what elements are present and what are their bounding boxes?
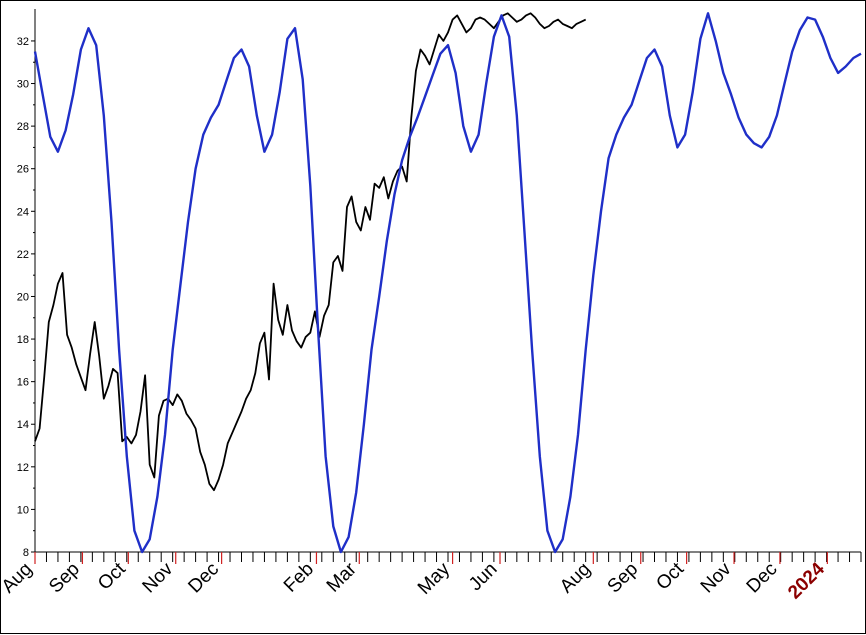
x-tick-label: Nov: [139, 558, 178, 597]
y-tick-label: 20: [17, 291, 29, 303]
x-tick-label: Aug: [1, 559, 37, 598]
y-tick-label: 14: [17, 419, 29, 431]
price-line: [34, 12, 587, 492]
x-tick-label: Oct: [94, 558, 130, 594]
x-tick-label: Sep: [604, 559, 643, 598]
y-tick-label: 24: [17, 206, 29, 218]
y-tick-label: 22: [17, 249, 29, 261]
x-tick-label: Oct: [652, 558, 688, 594]
y-tick-label: 18: [17, 334, 29, 346]
y-tick-label: 28: [17, 121, 29, 133]
x-axis: Aug Sep Oct Nov Dec Feb Mar May Jun Aug Sep Oct Nov D…: [1, 551, 862, 603]
series-layer: [33, 12, 862, 554]
x-tick-label: Jun: [465, 559, 502, 596]
y-tick-label: 8: [23, 547, 29, 559]
y-tick-label: 12: [17, 462, 29, 474]
x-tick-label: Nov: [697, 558, 736, 597]
y-tick-label: 10: [17, 504, 29, 516]
x-tick-label: Feb: [280, 559, 318, 597]
y-tick-label: 16: [17, 377, 29, 389]
x-tick-label: Aug: [556, 559, 595, 598]
x-tick-label: Mar: [323, 558, 361, 596]
y-tick-label: 30: [17, 79, 29, 91]
x-tick-label: May: [414, 558, 455, 599]
x-tick-label: 2024: [784, 558, 829, 603]
y-axis: 8 10 12 14 16 18 20 22 24 26 28 30 32: [17, 9, 36, 559]
cycle-line: [33, 12, 862, 554]
y-tick-label: 32: [17, 36, 29, 48]
y-tick-label: 26: [17, 164, 29, 176]
x-tick-label: Sep: [45, 559, 84, 598]
x-tick-label: Dec: [743, 559, 782, 598]
x-tick-label: Dec: [184, 559, 223, 598]
